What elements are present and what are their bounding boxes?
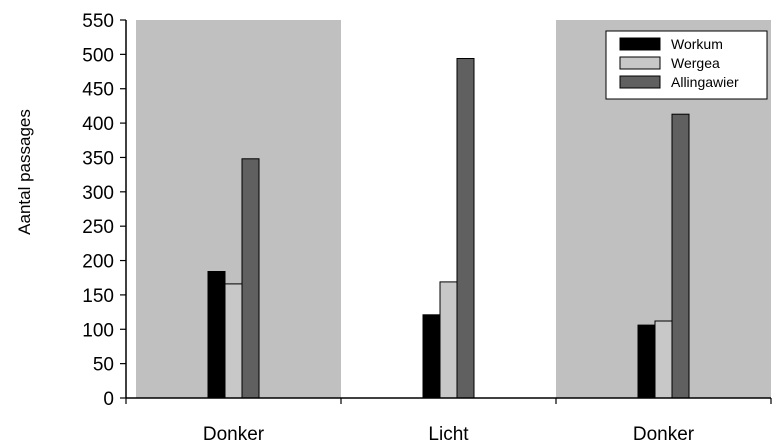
y-tick-label-500: 500	[82, 45, 114, 66]
legend-swatch-wergea	[619, 56, 661, 70]
bar-workum-1	[207, 271, 226, 399]
legend-label-allingawier: Allingawier	[671, 74, 739, 90]
legend-label-wergea: Wergea	[671, 55, 720, 71]
bar-wergea-1	[224, 283, 243, 399]
legend-swatch-allingawier	[619, 75, 661, 89]
bar-workum-2	[422, 314, 441, 399]
legend: Workum Wergea Allingawier	[605, 30, 768, 100]
y-tick-label-200: 200	[82, 252, 114, 273]
bar-allingawier-2	[456, 58, 475, 399]
legend-swatch-workum	[619, 37, 661, 51]
y-tick-label-0: 0	[103, 389, 114, 410]
y-tick-label-350: 350	[82, 148, 114, 169]
bar-allingawier-3	[671, 113, 690, 399]
bar-allingawier-1	[241, 158, 260, 399]
bar-wergea-3	[654, 320, 673, 399]
y-ticks: 0 50 100 150 200 250 300 350 400 450 500 550	[82, 11, 126, 410]
y-tick-label-250: 250	[82, 217, 114, 238]
y-tick-label-400: 400	[82, 114, 114, 135]
bar-series-group	[207, 58, 690, 399]
y-tick-label-550: 550	[82, 11, 114, 32]
x-category-label-2: Licht	[428, 424, 469, 442]
y-tick-label-300: 300	[82, 183, 114, 204]
y-tick-label-50: 50	[93, 355, 114, 376]
x-category-label-3: Donker	[633, 424, 695, 442]
y-tick-label-150: 150	[82, 286, 114, 307]
bar-workum-3	[637, 324, 656, 399]
y-tick-label-450: 450	[82, 80, 114, 101]
axes	[125, 20, 771, 399]
x-category-labels: Donker Licht Donker	[125, 398, 772, 442]
legend-label-workum: Workum	[671, 36, 723, 52]
x-category-label-1: Donker	[203, 424, 265, 442]
y-tick-label-100: 100	[82, 320, 114, 341]
bar-wergea-2	[439, 281, 458, 399]
category-shading-bands	[136, 20, 771, 398]
y-axis-title: Aantal passages	[15, 109, 34, 235]
